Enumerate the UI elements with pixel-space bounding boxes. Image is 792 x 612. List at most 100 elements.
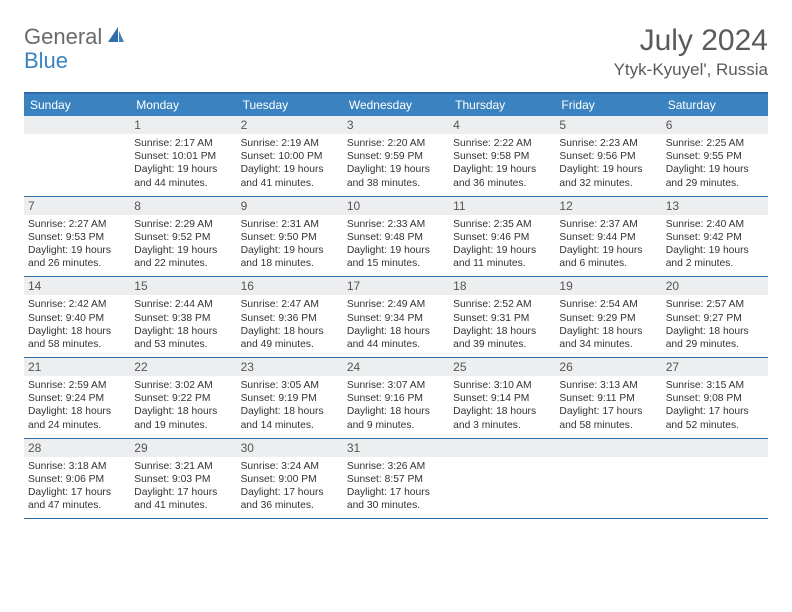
logo-text-blue: Blue xyxy=(24,48,68,73)
day-detail-line: Sunset: 10:01 PM xyxy=(134,150,232,163)
day-detail-line: and 26 minutes. xyxy=(28,257,126,270)
day-number: 22 xyxy=(130,358,236,376)
day-detail-line: Sunrise: 3:24 AM xyxy=(241,460,339,473)
day-cell: 15Sunrise: 2:44 AMSunset: 9:38 PMDayligh… xyxy=(130,277,236,357)
day-detail-line: Sunrise: 2:44 AM xyxy=(134,298,232,311)
day-detail-line: Sunrise: 2:23 AM xyxy=(559,137,657,150)
dow-cell: Sunday xyxy=(24,94,130,116)
day-detail-line: Daylight: 18 hours xyxy=(28,325,126,338)
day-detail-line: Sunset: 9:00 PM xyxy=(241,473,339,486)
day-detail-line: and 22 minutes. xyxy=(134,257,232,270)
day-detail-line: Daylight: 19 hours xyxy=(241,244,339,257)
day-cell: 23Sunrise: 3:05 AMSunset: 9:19 PMDayligh… xyxy=(237,358,343,438)
day-detail-line: Sunset: 9:40 PM xyxy=(28,312,126,325)
day-detail-line: and 53 minutes. xyxy=(134,338,232,351)
day-detail-line: and 58 minutes. xyxy=(559,419,657,432)
day-detail-line: Sunset: 9:44 PM xyxy=(559,231,657,244)
logo-blue-line: Blue xyxy=(24,48,68,74)
day-cell: 28Sunrise: 3:18 AMSunset: 9:06 PMDayligh… xyxy=(24,439,130,519)
day-cell xyxy=(555,439,661,519)
day-detail-line: Sunset: 9:14 PM xyxy=(453,392,551,405)
day-detail-line: Sunset: 9:36 PM xyxy=(241,312,339,325)
day-detail-line: Sunrise: 2:29 AM xyxy=(134,218,232,231)
day-detail-line: Sunrise: 2:37 AM xyxy=(559,218,657,231)
page-header: General July 2024 Ytyk-Kyuyel', Russia xyxy=(24,24,768,80)
day-number xyxy=(449,439,555,457)
day-detail-line: Daylight: 19 hours xyxy=(453,244,551,257)
day-cell: 5Sunrise: 2:23 AMSunset: 9:56 PMDaylight… xyxy=(555,116,661,196)
day-detail-line: Sunrise: 2:42 AM xyxy=(28,298,126,311)
day-cell: 13 Sunrise: 2:40 AMSunset: 9:42 PMDayligh… xyxy=(662,197,768,277)
day-detail-line: Sunset: 9:22 PM xyxy=(134,392,232,405)
day-cell: 24Sunrise: 3:07 AMSunset: 9:16 PMDayligh… xyxy=(343,358,449,438)
day-cell: 31Sunrise: 3:26 AMSunset: 8:57 PMDayligh… xyxy=(343,439,449,519)
day-cell: 21Sunrise: 2:59 AMSunset: 9:24 PMDayligh… xyxy=(24,358,130,438)
day-number: 29 xyxy=(130,439,236,457)
day-cell: 17Sunrise: 2:49 AMSunset: 9:34 PMDayligh… xyxy=(343,277,449,357)
day-detail-line: Daylight: 19 hours xyxy=(453,163,551,176)
day-detail-line: and 9 minutes. xyxy=(347,419,445,432)
day-cell xyxy=(449,439,555,519)
day-detail-line: Sunset: 9:19 PM xyxy=(241,392,339,405)
day-number: 7 xyxy=(24,197,130,215)
day-detail-line: and 24 minutes. xyxy=(28,419,126,432)
day-detail-line: and 41 minutes. xyxy=(241,177,339,190)
day-number: 18 xyxy=(449,277,555,295)
day-detail-line: Sunrise: 2:40 AM xyxy=(666,218,764,231)
day-detail-line: Sunrise: 3:05 AM xyxy=(241,379,339,392)
dow-cell: Monday xyxy=(130,94,236,116)
day-number: 19 xyxy=(555,277,661,295)
day-detail-line: Daylight: 18 hours xyxy=(559,325,657,338)
day-detail-line: and 39 minutes. xyxy=(453,338,551,351)
day-detail-line: Daylight: 17 hours xyxy=(134,486,232,499)
day-detail-line: and 47 minutes. xyxy=(28,499,126,512)
day-detail-line: and 34 minutes. xyxy=(559,338,657,351)
day-detail-line: and 30 minutes. xyxy=(347,499,445,512)
day-detail-line: Daylight: 17 hours xyxy=(666,405,764,418)
day-detail-line: Sunrise: 3:15 AM xyxy=(666,379,764,392)
day-detail-line: Daylight: 19 hours xyxy=(347,244,445,257)
day-number: 2 xyxy=(237,116,343,134)
day-detail-line: and 41 minutes. xyxy=(134,499,232,512)
day-detail-line: Sunrise: 3:02 AM xyxy=(134,379,232,392)
day-cell: 18Sunrise: 2:52 AMSunset: 9:31 PMDayligh… xyxy=(449,277,555,357)
day-detail-line: and 15 minutes. xyxy=(347,257,445,270)
day-number: 31 xyxy=(343,439,449,457)
day-detail-line: Sunrise: 3:18 AM xyxy=(28,460,126,473)
day-number: 21 xyxy=(24,358,130,376)
day-detail-line: Daylight: 17 hours xyxy=(28,486,126,499)
day-detail-line: Daylight: 19 hours xyxy=(28,244,126,257)
day-number: 15 xyxy=(130,277,236,295)
day-detail-line: Daylight: 19 hours xyxy=(666,244,764,257)
day-number: 16 xyxy=(237,277,343,295)
day-cell: 19Sunrise: 2:54 AMSunset: 9:29 PMDayligh… xyxy=(555,277,661,357)
day-detail-line: Sunset: 9:42 PM xyxy=(666,231,764,244)
day-detail-line: Sunrise: 2:54 AM xyxy=(559,298,657,311)
day-detail-line: Sunrise: 2:17 AM xyxy=(134,137,232,150)
logo-text-general: General xyxy=(24,24,102,50)
day-number: 11 xyxy=(449,197,555,215)
day-detail-line: and 49 minutes. xyxy=(241,338,339,351)
day-number: 6 xyxy=(662,116,768,134)
logo: General xyxy=(24,24,128,50)
day-cell xyxy=(24,116,130,196)
day-detail-line: and 2 minutes. xyxy=(666,257,764,270)
dow-cell: Saturday xyxy=(662,94,768,116)
day-detail-line: and 3 minutes. xyxy=(453,419,551,432)
calendar-page: General July 2024 Ytyk-Kyuyel', Russia B… xyxy=(0,0,792,519)
day-detail-line: and 19 minutes. xyxy=(134,419,232,432)
day-detail-line: Daylight: 19 hours xyxy=(559,163,657,176)
day-detail-line: Daylight: 18 hours xyxy=(134,405,232,418)
day-detail-line: Daylight: 18 hours xyxy=(347,405,445,418)
day-number: 13 xyxy=(662,197,768,215)
day-detail-line: and 29 minutes. xyxy=(666,177,764,190)
day-number: 5 xyxy=(555,116,661,134)
day-detail-line: and 36 minutes. xyxy=(241,499,339,512)
day-detail-line: Daylight: 18 hours xyxy=(347,325,445,338)
day-detail-line: Daylight: 18 hours xyxy=(453,325,551,338)
weeks-container: 1Sunrise: 2:17 AMSunset: 10:01 PMDayligh… xyxy=(24,116,768,519)
dow-cell: Thursday xyxy=(449,94,555,116)
day-cell: 25Sunrise: 3:10 AMSunset: 9:14 PMDayligh… xyxy=(449,358,555,438)
day-cell: 7Sunrise: 2:27 AMSunset: 9:53 PMDaylight… xyxy=(24,197,130,277)
day-cell: 9Sunrise: 2:31 AMSunset: 9:50 PMDaylight… xyxy=(237,197,343,277)
